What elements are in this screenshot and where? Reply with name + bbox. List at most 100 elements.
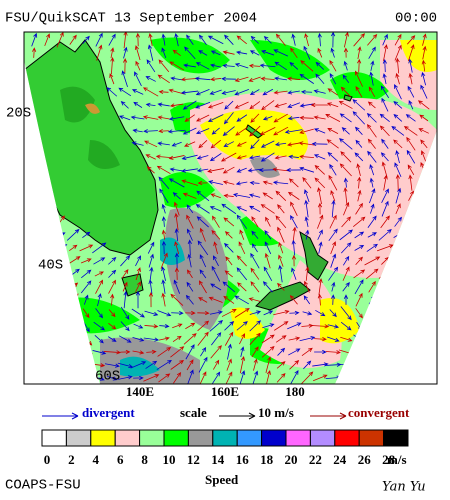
wind-arrow bbox=[108, 279, 116, 294]
wind-arrow bbox=[132, 337, 145, 342]
wind-arrow bbox=[392, 335, 404, 343]
wind-arrow bbox=[55, 232, 66, 238]
wind-arrow bbox=[275, 190, 287, 201]
wind-arrow bbox=[265, 216, 271, 227]
colorbar-tick: 28 bbox=[382, 452, 396, 467]
wind-arrow bbox=[367, 138, 376, 149]
wind-arrow bbox=[236, 214, 248, 229]
wind-arrow bbox=[108, 257, 117, 265]
wind-arrow bbox=[418, 322, 430, 331]
wind-arrow bbox=[148, 279, 153, 294]
wind-arrow bbox=[174, 212, 179, 231]
wind-arrow bbox=[239, 333, 245, 345]
wind-arrow bbox=[209, 206, 222, 212]
lon-label: 140E bbox=[126, 384, 154, 399]
wind-arrow bbox=[28, 216, 40, 228]
wind-arrow bbox=[143, 129, 158, 134]
wind-arrow bbox=[381, 200, 389, 217]
wind-arrow bbox=[118, 375, 133, 380]
wind-arrow bbox=[120, 349, 131, 355]
wind-arrow bbox=[340, 306, 352, 321]
wind-arrow bbox=[304, 199, 309, 218]
wind-arrow bbox=[26, 348, 42, 356]
wind-arrow bbox=[104, 363, 120, 368]
wind-arrow bbox=[82, 231, 91, 239]
wind-arrow bbox=[71, 307, 76, 320]
wind-arrow bbox=[394, 33, 402, 46]
wind-arrow bbox=[117, 362, 134, 369]
wind-arrow bbox=[305, 229, 310, 240]
wind-arrow bbox=[170, 76, 183, 81]
colorbar-box bbox=[90, 429, 116, 447]
wind-arrow bbox=[301, 371, 314, 384]
wind-arrow bbox=[353, 216, 366, 228]
wind-arrow bbox=[299, 336, 316, 342]
legend-arrow-head bbox=[71, 412, 79, 420]
wind-arrow bbox=[94, 334, 104, 344]
wind-arrow bbox=[158, 373, 171, 383]
wind-arrow bbox=[329, 73, 337, 85]
wind-arrow bbox=[341, 127, 350, 135]
wind-arrow bbox=[408, 174, 413, 191]
wind-arrow bbox=[289, 295, 298, 305]
colorbar-tick: 8 bbox=[141, 452, 148, 467]
wind-arrow bbox=[343, 32, 349, 48]
wind-arrow bbox=[357, 58, 362, 73]
wind-arrow bbox=[29, 336, 39, 342]
wind-arrow bbox=[249, 205, 261, 213]
wind-arrow bbox=[182, 127, 197, 135]
wind-arrow bbox=[260, 76, 275, 81]
colorbar-box bbox=[358, 429, 385, 447]
wind-arrow bbox=[381, 295, 389, 304]
wind-arrow bbox=[416, 363, 433, 368]
wind-arrow bbox=[211, 127, 220, 135]
colorbar-box bbox=[163, 429, 189, 447]
wind-arrow bbox=[32, 294, 37, 305]
wind-arrow bbox=[403, 335, 420, 343]
wind-arrow bbox=[210, 283, 222, 291]
wind-arrow bbox=[353, 33, 365, 47]
wind-arrow bbox=[367, 101, 376, 109]
wind-arrow bbox=[236, 321, 248, 331]
wind-arrow bbox=[330, 294, 336, 305]
wind-arrow bbox=[305, 266, 310, 281]
wind-arrow bbox=[160, 252, 168, 269]
colorbar-tick: 6 bbox=[117, 452, 124, 467]
wind-arrow bbox=[159, 324, 170, 329]
wind-arrow bbox=[368, 320, 376, 332]
wind-arrow bbox=[382, 308, 388, 319]
wind-arrow bbox=[81, 269, 92, 279]
wind-arrow bbox=[342, 266, 350, 281]
colorbar-tick: 4 bbox=[93, 452, 100, 467]
wind-arrow bbox=[172, 335, 182, 342]
wind-arrow bbox=[173, 372, 182, 384]
wind-arrow bbox=[197, 331, 209, 346]
wind-arrow bbox=[95, 279, 103, 294]
wind-arrow bbox=[394, 320, 402, 332]
wind-arrow bbox=[289, 369, 299, 384]
wind-arrow bbox=[207, 35, 224, 45]
wind-arrow bbox=[357, 189, 362, 202]
wind-arrow bbox=[123, 290, 128, 309]
wind-arrow bbox=[28, 306, 40, 321]
wind-arrow bbox=[405, 321, 418, 331]
wind-arrow bbox=[31, 32, 38, 47]
wind-arrow bbox=[327, 127, 339, 134]
wind-arrow bbox=[287, 142, 301, 147]
wind-arrow bbox=[158, 176, 170, 190]
wind-arrow bbox=[377, 362, 394, 369]
wind-arrow bbox=[381, 322, 390, 330]
wind-arrow bbox=[418, 128, 429, 134]
wind-arrow bbox=[121, 70, 128, 88]
wind-arrow bbox=[195, 204, 210, 214]
wind-arrow bbox=[143, 374, 160, 382]
wind-arrow bbox=[95, 32, 103, 47]
wind-arrow bbox=[251, 216, 259, 228]
wind-arrow bbox=[262, 116, 273, 121]
wind-arrow bbox=[25, 363, 43, 368]
wind-arrow bbox=[290, 215, 298, 229]
wind-arrow bbox=[278, 241, 284, 254]
wind-arrow bbox=[78, 361, 95, 369]
wind-arrow bbox=[158, 128, 169, 134]
